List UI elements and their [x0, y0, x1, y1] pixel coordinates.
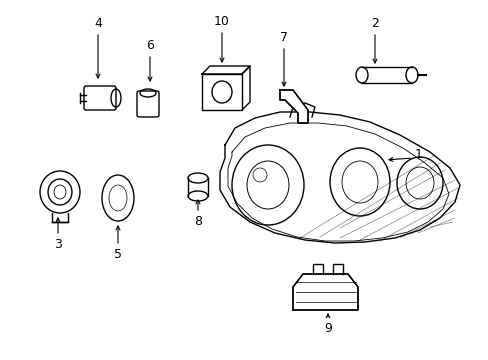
Text: 9: 9: [324, 322, 331, 335]
Text: 3: 3: [54, 238, 62, 251]
Text: 4: 4: [94, 17, 102, 30]
Text: 2: 2: [370, 17, 378, 30]
Text: 1: 1: [414, 148, 422, 162]
Text: 8: 8: [194, 215, 202, 228]
Polygon shape: [280, 90, 307, 123]
Text: 7: 7: [280, 31, 287, 44]
Polygon shape: [292, 274, 357, 310]
Text: 5: 5: [114, 248, 122, 261]
Text: 10: 10: [214, 15, 229, 28]
Text: 6: 6: [146, 39, 154, 52]
